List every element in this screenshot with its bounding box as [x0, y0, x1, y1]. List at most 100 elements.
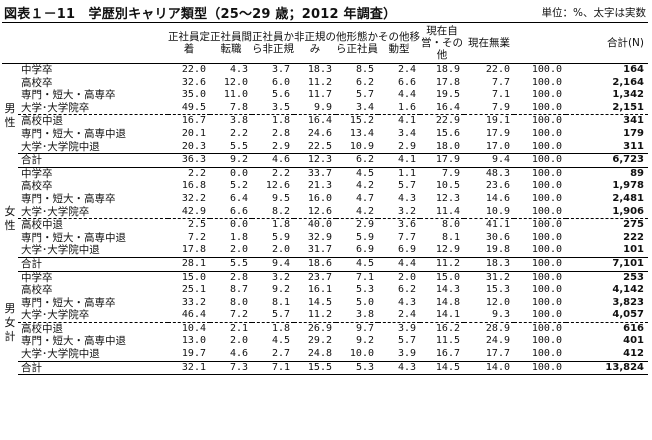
cell-value: 6.2	[336, 153, 378, 168]
cell-value: 7.9	[464, 101, 514, 116]
row-label: 高校卒	[21, 284, 53, 297]
row-label: 専門・短大・高専卒	[21, 192, 116, 205]
column-header: その他移動型	[378, 22, 420, 64]
cell-value: 15.2	[349, 115, 374, 127]
cell-value: 32.9	[307, 231, 332, 243]
cell-value: 8.1	[441, 231, 460, 243]
cell-value: 8.0	[441, 219, 460, 231]
cell-value: 16.0	[307, 192, 332, 204]
cell-value: 7.7	[491, 76, 510, 88]
row-label: 合計	[18, 256, 168, 272]
cell-value: 6.2	[397, 284, 416, 296]
cell-value: 2.0	[229, 335, 248, 347]
column-header: 現在無業	[464, 22, 514, 64]
cell-value: 22.0	[181, 64, 206, 75]
cell-value: 100.0	[514, 360, 566, 376]
table-row: 大学･大学院中退 19.7 4.6 2.7 24.8 10.0 3.9 16.7 17.7 100…	[2, 348, 648, 361]
cell-value: 4.2	[336, 205, 378, 220]
cell-value: 14.0	[464, 360, 514, 376]
cell-value: 11.5	[435, 335, 460, 347]
cell-value: 12.3	[294, 153, 336, 168]
cell-value: 12.9	[435, 244, 460, 256]
cell-value: 6.9	[355, 244, 374, 256]
cell-n: 2,481	[612, 192, 644, 204]
row-label: 高校中退	[21, 115, 63, 128]
cell-n: 164	[623, 64, 644, 75]
cell-value: 7.1	[491, 89, 510, 101]
cell-value: 2.0	[397, 271, 416, 283]
cell-value: 2.1	[229, 322, 248, 334]
cell-value: 16.2	[435, 322, 460, 334]
cell-value: 29.2	[307, 335, 332, 347]
cell-value: 100.0	[531, 348, 562, 360]
cell-value: 35.0	[181, 89, 206, 101]
cell-value: 5.7	[355, 89, 374, 101]
cell-value: 31.2	[485, 271, 510, 283]
table-row: 大学･大学院中退 17.8 2.0 2.0 31.7 6.9 6.9 12.9 19.8 100.…	[2, 244, 648, 257]
cell-value: 100.0	[531, 89, 562, 101]
cell-value: 8.2	[252, 205, 294, 220]
cell-value: 2.0	[229, 244, 248, 256]
cell-value: 11.2	[307, 76, 332, 88]
table-row: 大学･大学院卒 49.5 7.8 3.5 9.9 3.4 1.6 16.4 7.9 100.0 2,…	[2, 101, 648, 116]
cell-value: 22.5	[307, 140, 332, 152]
cell-value: 15.6	[435, 127, 460, 139]
column-header: 正社員から非正規	[252, 22, 294, 64]
total-header: 合計	[606, 37, 628, 49]
cell-value: 15.5	[294, 360, 336, 376]
cell-n: 6,723	[566, 153, 648, 168]
cell-value: 100.0	[531, 140, 562, 152]
cell-value: 4.6	[229, 348, 248, 360]
cell-value: 5.7	[397, 335, 416, 347]
table-row: 専門・短大・高専中退 20.1 2.2 2.8 24.6 13.4 3.4 15.6 17.9 1…	[2, 128, 648, 141]
cell-value: 11.2	[420, 256, 464, 272]
cell-n: 4,142	[612, 284, 644, 296]
n-header: (N)	[627, 37, 644, 49]
career-type-table: 正社員定着 正社員間転職 正社員から非正規 非正規のみ 他形態から正社員 その他…	[2, 22, 648, 376]
cell-n: 101	[623, 244, 644, 256]
cell-value: 9.5	[271, 192, 290, 204]
row-label: 専門・短大・高専中退	[21, 127, 126, 140]
row-label: 中学卒	[21, 64, 53, 76]
table-row: 男性 中学卒 22.0 4.3 3.7 18.3 8.5 2.4 18.9 22.0 100.0 16…	[2, 64, 648, 129]
group-label: 女性	[4, 205, 16, 233]
row-label: 高校卒	[21, 180, 53, 193]
cell-value: 19.7	[181, 348, 206, 360]
cell-value: 2.8	[271, 127, 290, 139]
cell-value: 100.0	[514, 205, 566, 220]
column-header: 正社員定着	[168, 22, 210, 64]
cell-value: 4.4	[397, 89, 416, 101]
cell-value: 11.2	[294, 309, 336, 323]
cell-value: 100.0	[531, 64, 562, 75]
cell-n: 616	[623, 322, 644, 334]
cell-value: 5.3	[336, 360, 378, 376]
cell-value: 2.5	[187, 219, 206, 231]
cell-value: 5.0	[355, 296, 374, 308]
cell-value: 36.3	[168, 153, 210, 168]
cell-value: 4.5	[355, 167, 374, 179]
cell-value: 41.1	[485, 219, 510, 231]
table-row: 高校卒 25.1 8.7 9.2 16.1 5.3 6.2 14.3 15.3 100.0 4,14…	[2, 284, 648, 297]
cell-value: 9.9	[294, 101, 336, 116]
cell-value: 15.0	[435, 271, 460, 283]
cell-value: 17.0	[485, 140, 510, 152]
cell-value: 1.6	[378, 101, 420, 116]
cell-n: 275	[623, 219, 644, 231]
cell-value: 9.2	[355, 335, 374, 347]
cell-value: 16.7	[181, 115, 206, 127]
cell-value: 7.1	[252, 360, 294, 376]
cell-value: 40.0	[307, 219, 332, 231]
cell-value: 18.3	[307, 64, 332, 75]
cell-value: 4.5	[271, 335, 290, 347]
cell-value: 5.7	[252, 309, 294, 323]
cell-value: 15.0	[181, 271, 206, 283]
cell-value: 2.9	[271, 140, 290, 152]
cell-n: 2,164	[612, 76, 644, 88]
total-row: 合計 36.3 9.2 4.6 12.3 6.2 4.1 17.9 9.4 100.0 6,723	[2, 153, 648, 168]
cell-value: 7.3	[210, 360, 252, 376]
table-row: 男女計 中学卒 15.0 2.8 3.2 23.7 7.1 2.0 15.0 31.2 100.0 2…	[2, 271, 648, 343]
header-row: 正社員定着 正社員間転職 正社員から非正規 非正規のみ 他形態から正社員 その他…	[2, 22, 648, 64]
table-row: 高校中退 16.7 3.8 1.8 16.4 15.2 4.1 22.9 19.1 100.0 34…	[2, 115, 648, 128]
table-row: 大学･大学院卒 42.9 6.6 8.2 12.6 4.2 3.2 11.4 10.9 100.0…	[2, 205, 648, 220]
cell-value: 3.4	[336, 101, 378, 116]
